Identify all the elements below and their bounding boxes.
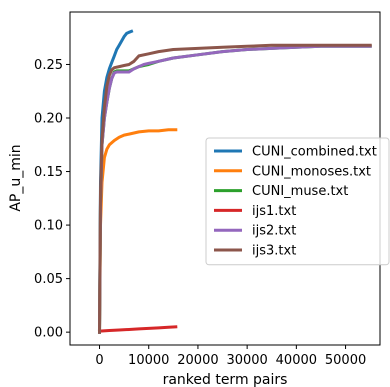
y-tick-label: 0.00 — [34, 326, 63, 341]
x-axis-label: ranked term pairs — [163, 372, 288, 387]
x-tick-label: 30000 — [226, 353, 267, 368]
x-axis: 0 10000 20000 30000 40000 50000 — [95, 345, 366, 368]
series-line-1 — [97, 128, 178, 334]
legend-box — [205, 137, 390, 266]
y-tick-label: 0.15 — [34, 165, 63, 180]
series-line-3 — [97, 325, 178, 333]
y-tick-label: 0.20 — [34, 112, 63, 127]
legend-label: CUNI_combined.txt — [252, 145, 377, 160]
legend-label: ijs2.txt — [252, 224, 296, 239]
legend-label: CUNI_monoses.txt — [252, 164, 371, 179]
legend: CUNI_combined.txt CUNI_monoses.txt CUNI_mu… — [205, 137, 390, 266]
x-tick-label: 0 — [95, 353, 103, 368]
x-tick-label: 10000 — [128, 353, 169, 368]
y-axis-label: AP_u_min — [8, 144, 24, 211]
y-tick-label: 0.05 — [34, 272, 63, 287]
y-tick-label: 0.25 — [34, 58, 63, 73]
x-tick-label: 50000 — [325, 353, 366, 368]
x-tick-label: 40000 — [276, 353, 317, 368]
legend-label: ijs3.txt — [252, 244, 296, 259]
series-line-5 — [97, 43, 372, 334]
series-line-4 — [97, 44, 372, 334]
y-axis: 0.00 0.05 0.10 0.15 0.20 0.25 — [34, 58, 70, 341]
legend-label: ijs1.txt — [252, 204, 296, 219]
y-tick-label: 0.10 — [34, 219, 63, 234]
legend-label: CUNI_muse.txt — [252, 184, 348, 199]
series-layer — [97, 29, 372, 334]
x-tick-label: 20000 — [177, 353, 218, 368]
